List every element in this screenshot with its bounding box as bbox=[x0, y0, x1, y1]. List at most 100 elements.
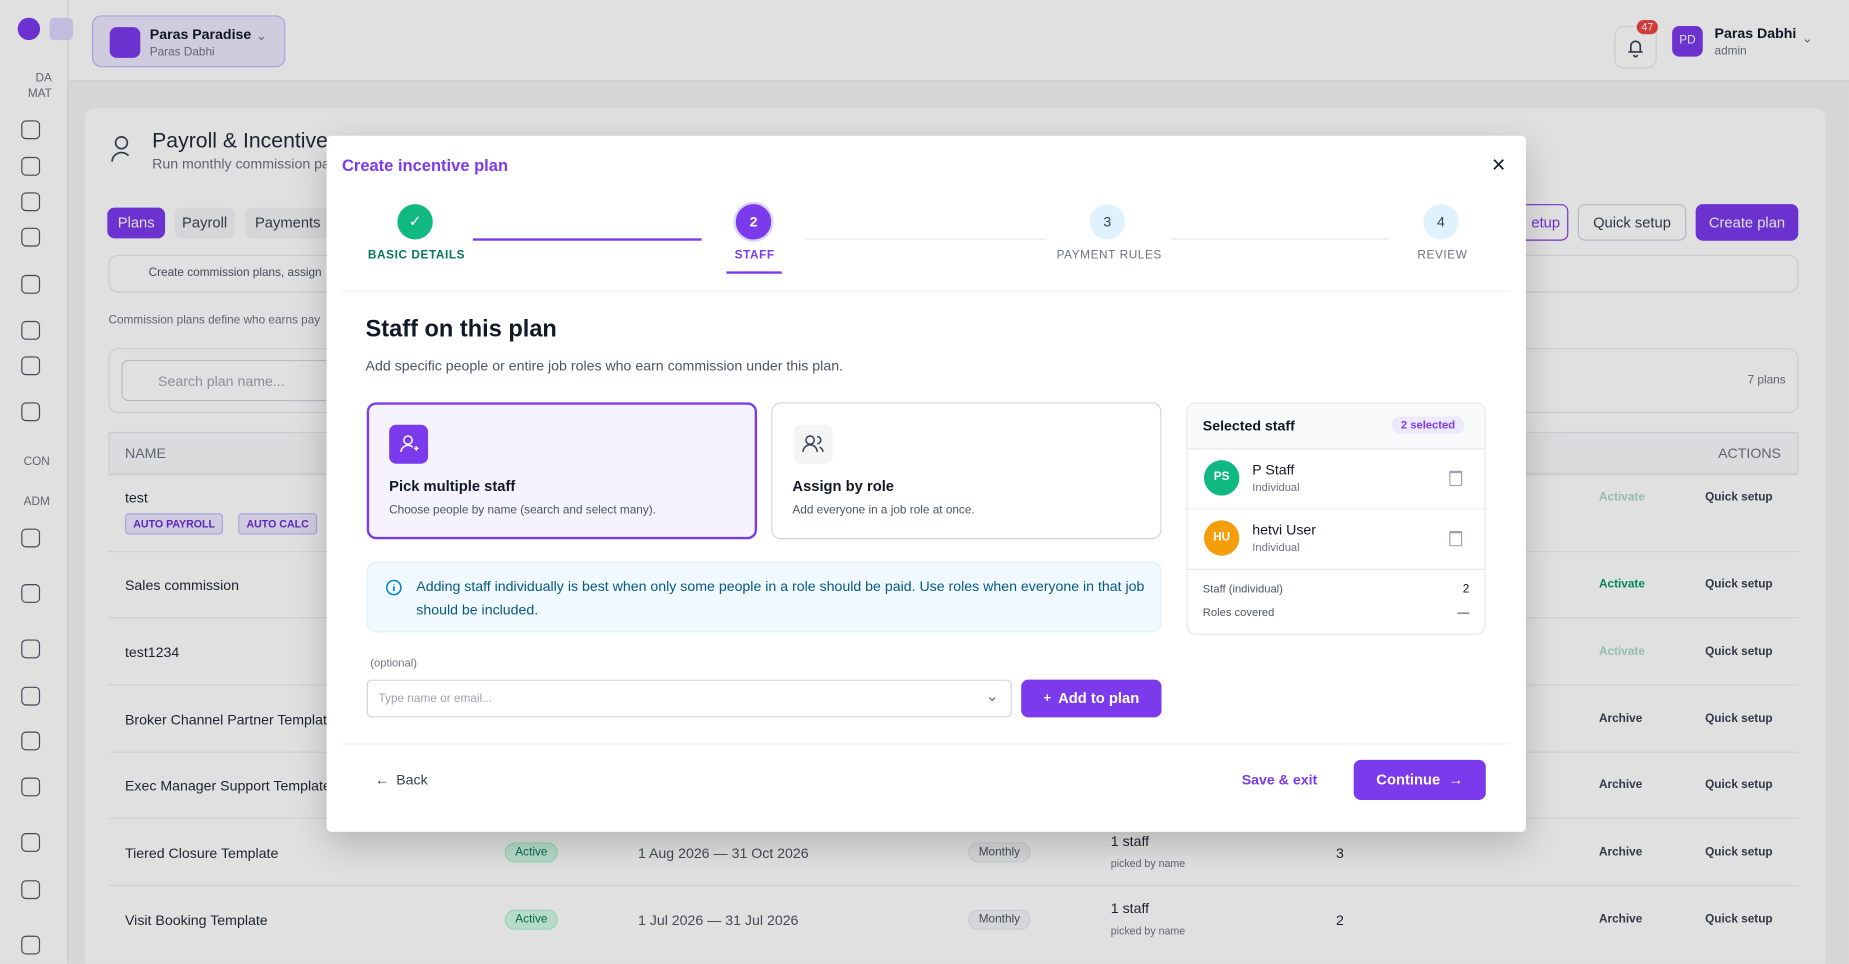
sidebar-icon[interactable] bbox=[21, 320, 41, 340]
sidebar-icon[interactable] bbox=[21, 227, 41, 247]
option-card[interactable]: Pick multiple staff Choose people by nam… bbox=[366, 402, 758, 540]
plan-dates: 1 Jul 2026 — 31 Jul 2026 bbox=[637, 911, 799, 928]
modal: Create incentive plan × ✓ BASIC DETAILS … bbox=[326, 135, 1526, 832]
sidebar-section: CON bbox=[23, 455, 50, 469]
row-action[interactable]: Quick setup bbox=[1705, 578, 1773, 592]
input-placeholder: Type name or email... bbox=[378, 692, 492, 706]
step-circle: 2 bbox=[733, 201, 774, 242]
delete-icon[interactable] bbox=[1449, 530, 1463, 547]
sidebar-icon[interactable] bbox=[21, 192, 41, 212]
table-row: Visit Booking Template Active 1 Jul 2026 —… bbox=[108, 884, 1799, 954]
sidebar bbox=[0, 0, 69, 964]
notification-count: 47 bbox=[1636, 20, 1658, 35]
option-icon bbox=[793, 424, 833, 464]
topbar bbox=[0, 0, 1849, 82]
column-header: NAME bbox=[124, 444, 166, 462]
person-name: hetvi User bbox=[1252, 521, 1317, 539]
row-action[interactable]: Activate bbox=[1598, 578, 1645, 592]
sidebar-icon[interactable] bbox=[21, 584, 41, 603]
continue-label: Continue bbox=[1376, 771, 1441, 789]
option-card[interactable]: Assign by role Add everyone in a job rol… bbox=[771, 402, 1162, 540]
org-selector[interactable]: Paras Paradise Paras Dabhi ⌄ bbox=[91, 15, 286, 68]
org-name: Paras Paradise bbox=[149, 25, 252, 43]
selected-person: PS P Staff Individual bbox=[1187, 448, 1485, 510]
chevron: ⌄ bbox=[985, 686, 999, 705]
sidebar-icon[interactable] bbox=[21, 777, 41, 797]
row-action[interactable]: Activate bbox=[1598, 644, 1645, 658]
back-button[interactable]: ← Back bbox=[375, 772, 428, 789]
plan-name: Tiered Closure Template bbox=[124, 844, 279, 861]
sidebar-icon[interactable] bbox=[21, 528, 41, 548]
rule-count: 3 bbox=[1336, 844, 1344, 861]
badge: AUTO PAYROLL bbox=[124, 513, 224, 535]
step-line bbox=[805, 238, 1046, 240]
column-header: ACTIONS bbox=[1718, 444, 1781, 462]
row-action[interactable]: Quick setup bbox=[1705, 845, 1773, 859]
close-button[interactable]: × bbox=[1491, 152, 1506, 179]
continue-button[interactable]: Continue → bbox=[1353, 759, 1486, 800]
selected-badge: 2 selected bbox=[1391, 416, 1465, 435]
notifications[interactable]: 47 bbox=[1614, 20, 1658, 69]
row-action[interactable]: Archive bbox=[1598, 912, 1643, 926]
sidebar-icon[interactable] bbox=[21, 880, 41, 900]
badge: AUTO CALC bbox=[238, 513, 318, 535]
row-action[interactable]: Archive bbox=[1598, 712, 1643, 726]
sidebar-icon[interactable] bbox=[21, 274, 41, 294]
divider bbox=[341, 743, 1510, 745]
save-exit-button[interactable]: Save & exit bbox=[1241, 771, 1318, 789]
staff-input[interactable]: Type name or email... ⌄ bbox=[366, 679, 1012, 718]
sidebar-icon[interactable] bbox=[21, 731, 41, 751]
row-action[interactable]: Archive bbox=[1598, 845, 1643, 859]
plan-name: Sales commission bbox=[124, 576, 240, 594]
staff-count: 1 staff bbox=[1110, 899, 1150, 917]
option-description: Choose people by name (search and select… bbox=[389, 503, 656, 517]
add-button[interactable]: + Add to plan bbox=[1021, 679, 1162, 718]
row-action[interactable]: Activate bbox=[1598, 490, 1645, 504]
logo bbox=[17, 17, 41, 41]
page-title: Payroll & Incentives bbox=[152, 128, 339, 153]
sidebar-icon[interactable] bbox=[21, 356, 41, 376]
tab[interactable]: Payroll bbox=[174, 207, 235, 239]
org-owner: Paras Dabhi bbox=[149, 46, 215, 59]
rule-count: 2 bbox=[1336, 911, 1344, 928]
sidebar-icon[interactable] bbox=[21, 120, 41, 140]
sidebar-icon[interactable] bbox=[21, 833, 41, 852]
payroll-icon bbox=[111, 136, 130, 162]
user-plus-icon bbox=[400, 435, 419, 453]
row-action[interactable]: Quick setup bbox=[1705, 778, 1773, 792]
tab[interactable]: Plans bbox=[107, 207, 166, 239]
row-action[interactable]: Quick setup bbox=[1705, 490, 1773, 504]
sidebar-icon[interactable] bbox=[21, 686, 41, 706]
summary-label: Staff (individual) bbox=[1202, 582, 1283, 596]
chevron: ⌄ bbox=[1801, 31, 1813, 47]
sidebar-icon[interactable] bbox=[21, 935, 41, 955]
row-action[interactable]: Quick setup bbox=[1705, 912, 1773, 926]
step-circle: 4 bbox=[1423, 204, 1459, 240]
button[interactable]: Quick setup bbox=[1577, 204, 1687, 241]
section-heading: Staff on this plan bbox=[365, 316, 557, 343]
summary-value: 2 bbox=[1462, 582, 1470, 596]
delete-icon[interactable] bbox=[1449, 470, 1463, 487]
sidebar-icon[interactable] bbox=[21, 402, 41, 422]
sidebar-toggle[interactable] bbox=[49, 17, 74, 41]
row-action[interactable]: Quick setup bbox=[1705, 644, 1773, 658]
step-label: BASIC DETAILS bbox=[367, 248, 466, 262]
sidebar-icon[interactable] bbox=[21, 639, 41, 659]
row-action[interactable]: Quick setup bbox=[1705, 712, 1773, 726]
avatar[interactable]: PD bbox=[1672, 25, 1703, 57]
step-underline bbox=[726, 271, 782, 274]
sidebar-icon[interactable] bbox=[21, 156, 41, 176]
button[interactable]: Create plan bbox=[1695, 204, 1799, 241]
arrow: ← bbox=[374, 771, 390, 789]
row-action[interactable]: Archive bbox=[1598, 778, 1643, 792]
sidebar-section: DA MAT bbox=[27, 71, 52, 101]
org-icon bbox=[109, 27, 141, 58]
option-title: Pick multiple staff bbox=[389, 477, 516, 495]
user-role: admin bbox=[1714, 44, 1747, 58]
section-subheading: Add specific people or entire job roles … bbox=[365, 357, 843, 375]
tab[interactable]: Payments bbox=[245, 207, 331, 239]
plan-dates: 1 Aug 2026 — 31 Oct 2026 bbox=[637, 844, 809, 861]
person-name: P Staff bbox=[1252, 461, 1295, 478]
status-pill: Active bbox=[504, 909, 559, 930]
